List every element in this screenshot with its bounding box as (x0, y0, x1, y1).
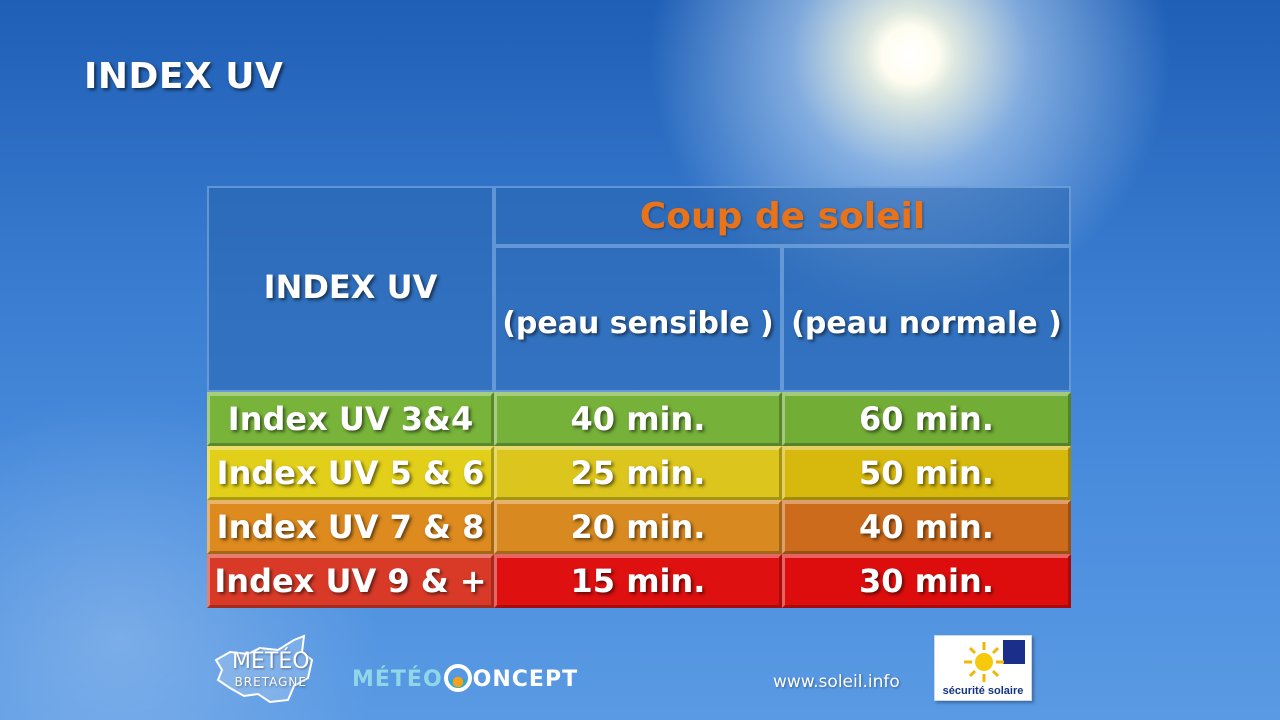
row-peau-normale-value: 40 min. (782, 500, 1071, 554)
row-index-label: Index UV 7 & 8 (207, 500, 494, 554)
sun-icon (964, 642, 1004, 682)
footer-logos: MÉTÉO BRETAGNE MÉTÉO ONCEPT www.soleil.in… (0, 620, 1280, 720)
header-coup-de-soleil: Coup de soleil (494, 186, 1071, 246)
row-peau-sensible-value: 25 min. (494, 446, 782, 500)
meteo-concept-left: MÉTÉO (352, 667, 443, 692)
meteo-concept-sun-icon (443, 664, 472, 692)
row-peau-sensible-value: 15 min. (494, 554, 782, 608)
meteo-bretagne-logo: MÉTÉO BRETAGNE (232, 649, 310, 692)
header-peau-sensible: (peau sensible ) (494, 246, 782, 392)
row-peau-sensible-value: 40 min. (494, 392, 782, 446)
meteo-concept-right: ONCEPT (472, 667, 579, 692)
row-peau-normale-value: 30 min. (782, 554, 1071, 608)
row-peau-normale-value: 50 min. (782, 446, 1071, 500)
meteo-concept-logo: MÉTÉO ONCEPT (352, 664, 578, 692)
row-peau-sensible-value: 20 min. (494, 500, 782, 554)
securite-solaire-label: sécurité solaire (942, 685, 1024, 697)
slide-title: INDEX UV (84, 56, 284, 97)
meteo-bretagne-map-icon (214, 634, 314, 704)
row-peau-normale-value: 60 min. (782, 392, 1071, 446)
header-index-uv: INDEX UV (207, 186, 494, 392)
meteo-bretagne-line2: BRETAGNE (234, 675, 307, 689)
securite-solaire-logo: sécurité solaire (934, 635, 1032, 701)
header-peau-normale: (peau normale ) (782, 246, 1071, 392)
row-index-label: Index UV 5 & 6 (207, 446, 494, 500)
flag-block-icon (1003, 640, 1025, 664)
website-link[interactable]: www.soleil.info (773, 672, 900, 692)
row-index-label: Index UV 9 & + (207, 554, 494, 608)
uv-table: INDEX UV Coup de soleil (peau sensible )… (207, 186, 1071, 612)
meteo-bretagne-line1: MÉTÉO (232, 649, 310, 674)
row-index-label: Index UV 3&4 (207, 392, 494, 446)
